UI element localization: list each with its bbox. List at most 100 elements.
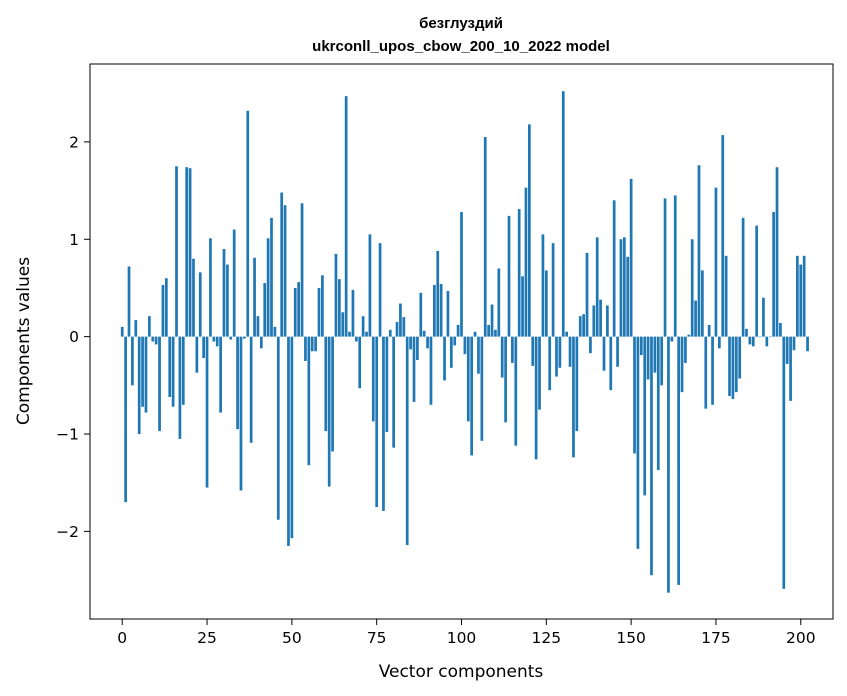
bar-169 [694, 300, 697, 337]
bar-195 [782, 336, 786, 589]
bar-1 [124, 336, 127, 503]
x-tick-label-75: 75 [367, 629, 387, 647]
bar-150 [629, 178, 633, 337]
bar-49 [287, 336, 290, 546]
bar-15 [171, 336, 175, 407]
bar-152 [636, 336, 640, 549]
bar-77 [382, 336, 385, 511]
bar-76 [378, 243, 382, 337]
bar-82 [399, 303, 402, 337]
bar-154 [643, 336, 647, 496]
bar-149 [626, 256, 630, 337]
bar-99 [456, 324, 460, 337]
bar-58 [317, 287, 321, 337]
bar-172 [704, 336, 708, 409]
bar-158 [656, 336, 660, 471]
bar-89 [422, 330, 426, 337]
bar-97 [449, 336, 453, 368]
bar-67 [348, 331, 351, 337]
bar-84 [405, 336, 409, 545]
bar-110 [494, 329, 497, 337]
bar-131 [565, 331, 569, 337]
bar-69 [354, 336, 358, 342]
bar-188 [758, 336, 762, 338]
bar-186 [751, 336, 755, 347]
bar-144 [609, 336, 613, 391]
bar-161 [667, 336, 670, 593]
bar-162 [670, 336, 674, 342]
bar-180 [731, 336, 735, 399]
bar-201 [802, 255, 806, 337]
bar-121 [531, 336, 535, 366]
bar-193 [775, 167, 779, 337]
bar-88 [419, 292, 423, 337]
bar-29 [219, 336, 222, 413]
bar-106 [480, 336, 484, 441]
bar-87 [416, 336, 419, 360]
x-tick-label-125: 125 [532, 629, 562, 647]
bar-181 [734, 336, 738, 393]
bar-17 [178, 336, 182, 439]
bar-130 [561, 91, 565, 337]
bar-101 [463, 336, 467, 355]
bar-92 [433, 285, 436, 337]
bar-56 [310, 336, 314, 352]
bar-153 [639, 336, 643, 356]
bar-36 [243, 336, 246, 339]
bar-93 [436, 250, 440, 337]
bar-64 [338, 279, 341, 337]
x-tick-label-200: 200 [786, 629, 816, 647]
bar-19 [185, 167, 189, 337]
bar-202 [806, 336, 809, 352]
bar-174 [711, 336, 714, 405]
bar-48 [283, 205, 287, 337]
bar-40 [256, 316, 260, 337]
bar-140 [595, 237, 599, 337]
bar-98 [453, 336, 457, 346]
bar-165 [680, 336, 684, 393]
bar-23 [198, 272, 202, 337]
bar-61 [327, 336, 331, 487]
bar-43 [266, 238, 270, 337]
chart-title-line1: безглуздий [419, 15, 503, 32]
bar-35 [239, 336, 243, 491]
bar-57 [314, 336, 317, 352]
bar-7 [144, 336, 148, 413]
bar-91 [429, 336, 433, 405]
bar-41 [259, 336, 263, 349]
bar-170 [697, 165, 701, 337]
bar-85 [409, 336, 412, 350]
bar-166 [684, 336, 687, 363]
bar-184 [745, 328, 748, 337]
bar-176 [717, 336, 721, 349]
bar-42 [263, 283, 267, 337]
bar-194 [779, 323, 782, 337]
bar-142 [602, 336, 606, 371]
bar-33 [232, 229, 236, 337]
x-tick-label-100: 100 [447, 629, 477, 647]
bar-163 [673, 195, 677, 337]
bar-179 [728, 336, 731, 397]
bar-151 [633, 336, 636, 454]
bar-109 [490, 304, 494, 337]
bar-24 [202, 336, 206, 359]
bar-105 [477, 336, 480, 374]
bar-13 [164, 278, 168, 337]
bar-39 [253, 257, 256, 337]
bar-10 [154, 336, 158, 345]
bar-187 [755, 225, 759, 337]
x-tick-label-150: 150 [616, 629, 646, 647]
y-axis-label: Components values [14, 257, 34, 425]
bar-138 [589, 336, 592, 354]
bar-128 [555, 336, 558, 377]
bar-143 [606, 305, 609, 337]
bar-129 [558, 336, 562, 368]
bar-68 [351, 289, 355, 337]
bar-14 [168, 336, 172, 397]
bar-126 [548, 336, 552, 391]
bar-104 [473, 331, 477, 337]
bar-136 [582, 314, 585, 337]
bar-81 [395, 322, 399, 337]
bar-113 [504, 336, 507, 423]
bar-83 [402, 317, 406, 337]
